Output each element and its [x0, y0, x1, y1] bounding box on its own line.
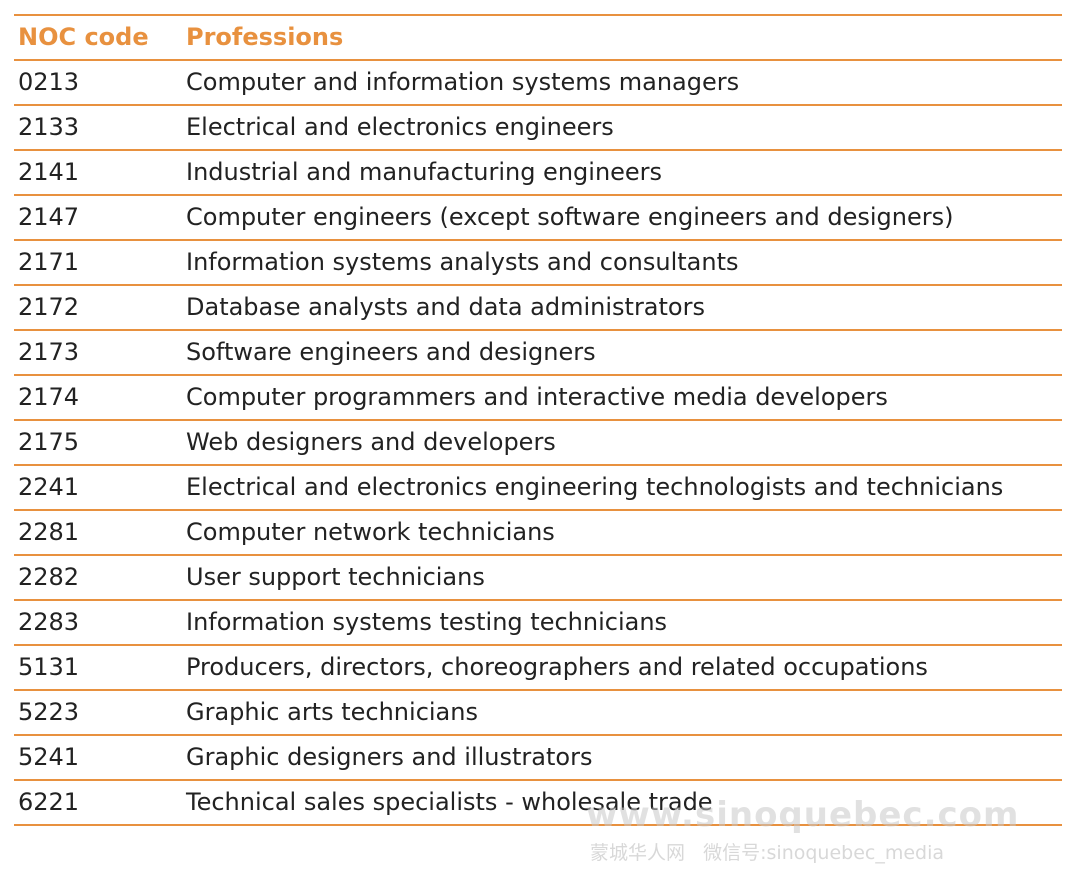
profession: Graphic designers and illustrators — [182, 735, 1062, 781]
profession: Electrical and electronics engineers — [182, 105, 1062, 151]
profession: Information systems analysts and consult… — [182, 240, 1062, 286]
noc-code: 2174 — [14, 375, 182, 421]
table-row: 5131 Producers, directors, choreographers… — [14, 645, 1062, 691]
table-row: 2175 Web designers and developers — [14, 420, 1062, 466]
noc-code: 2175 — [14, 420, 182, 466]
noc-code: 0213 — [14, 60, 182, 106]
noc-code: 2133 — [14, 105, 182, 151]
noc-code: 2283 — [14, 600, 182, 646]
profession: Computer network technicians — [182, 510, 1062, 556]
table-row: 2174 Computer programmers and interactive… — [14, 375, 1062, 421]
profession: Industrial and manufacturing engineers — [182, 150, 1062, 196]
table-row: 2281 Computer network technicians — [14, 510, 1062, 556]
noc-code: 2141 — [14, 150, 182, 196]
table-row: 2283 Information systems testing technici… — [14, 600, 1062, 646]
table-row: 2171 Information systems analysts and con… — [14, 240, 1062, 286]
table-row: 2147 Computer engineers (except software … — [14, 195, 1062, 241]
noc-code: 5241 — [14, 735, 182, 781]
noc-code: 2282 — [14, 555, 182, 601]
profession: User support technicians — [182, 555, 1062, 601]
watermark: 蒙城华人网 微信号:sinoquebec_media — [590, 842, 945, 864]
noc-code: 2171 — [14, 240, 182, 286]
profession: Computer programmers and interactive med… — [182, 375, 1062, 421]
profession: Producers, directors, choreographers and… — [182, 645, 1062, 691]
table-row: 5223 Graphic arts technicians — [14, 690, 1062, 736]
header-cell: Professions — [182, 15, 1062, 61]
table-row: 2133 Electrical and electronics engineers — [14, 105, 1062, 151]
noc-table: NOC code Professions 0213 Computer and in… — [14, 14, 1062, 826]
profession: Web designers and developers — [182, 420, 1062, 466]
table-row: 2172 Database analysts and data administr… — [14, 285, 1062, 331]
table-row: 2173 Software engineers and designers — [14, 330, 1062, 376]
header-cell: NOC code — [14, 15, 182, 61]
header-row: NOC code Professions — [14, 15, 1062, 61]
profession: Electrical and electronics engineering t… — [182, 465, 1062, 511]
table-row: 2282 User support technicians — [14, 555, 1062, 601]
profession: Computer and information systems manager… — [182, 60, 1062, 106]
noc-code: 2147 — [14, 195, 182, 241]
noc-code: 5131 — [14, 645, 182, 691]
table-row: 2141 Industrial and manufacturing enginee… — [14, 150, 1062, 196]
table-row: 2241 Electrical and electronics engineeri… — [14, 465, 1062, 511]
noc-code: 2281 — [14, 510, 182, 556]
noc-code: 2172 — [14, 285, 182, 331]
profession: Computer engineers (except software engi… — [182, 195, 1062, 241]
noc-code: 5223 — [14, 690, 182, 736]
noc-code: 2241 — [14, 465, 182, 511]
noc-code: 2173 — [14, 330, 182, 376]
profession: Information systems testing technicians — [182, 600, 1062, 646]
table-row: 5241 Graphic designers and illustrators — [14, 735, 1062, 781]
watermark: www.sinoquebec.com — [586, 795, 1020, 835]
profession: Graphic arts technicians — [182, 690, 1062, 736]
noc-code: 6221 — [14, 780, 182, 826]
profession: Software engineers and designers — [182, 330, 1062, 376]
table-row: 6221 Technical sales specialists - wholes… — [14, 780, 1062, 826]
table-body: 0213 Computer and information systems man… — [14, 60, 1062, 826]
profession: Technical sales specialists - wholesale … — [182, 780, 1062, 826]
profession: Database analysts and data administrator… — [182, 285, 1062, 331]
table-row: 0213 Computer and information systems man… — [14, 60, 1062, 106]
